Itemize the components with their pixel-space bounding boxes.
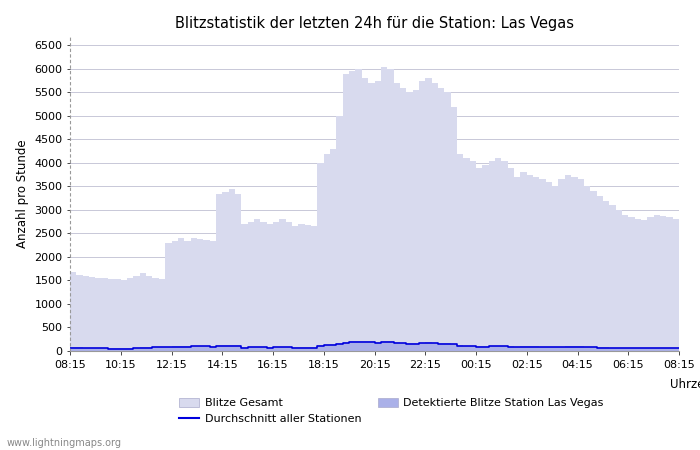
Text: www.lightningmaps.org: www.lightningmaps.org — [7, 438, 122, 448]
Legend: Blitze Gesamt, Durchschnitt aller Stationen, Detektierte Blitze Station Las Vega: Blitze Gesamt, Durchschnitt aller Statio… — [179, 397, 604, 424]
Y-axis label: Anzahl pro Stunde: Anzahl pro Stunde — [15, 139, 29, 248]
X-axis label: Uhrzeit: Uhrzeit — [670, 378, 700, 391]
Title: Blitzstatistik der letzten 24h für die Station: Las Vegas: Blitzstatistik der letzten 24h für die S… — [175, 16, 574, 31]
